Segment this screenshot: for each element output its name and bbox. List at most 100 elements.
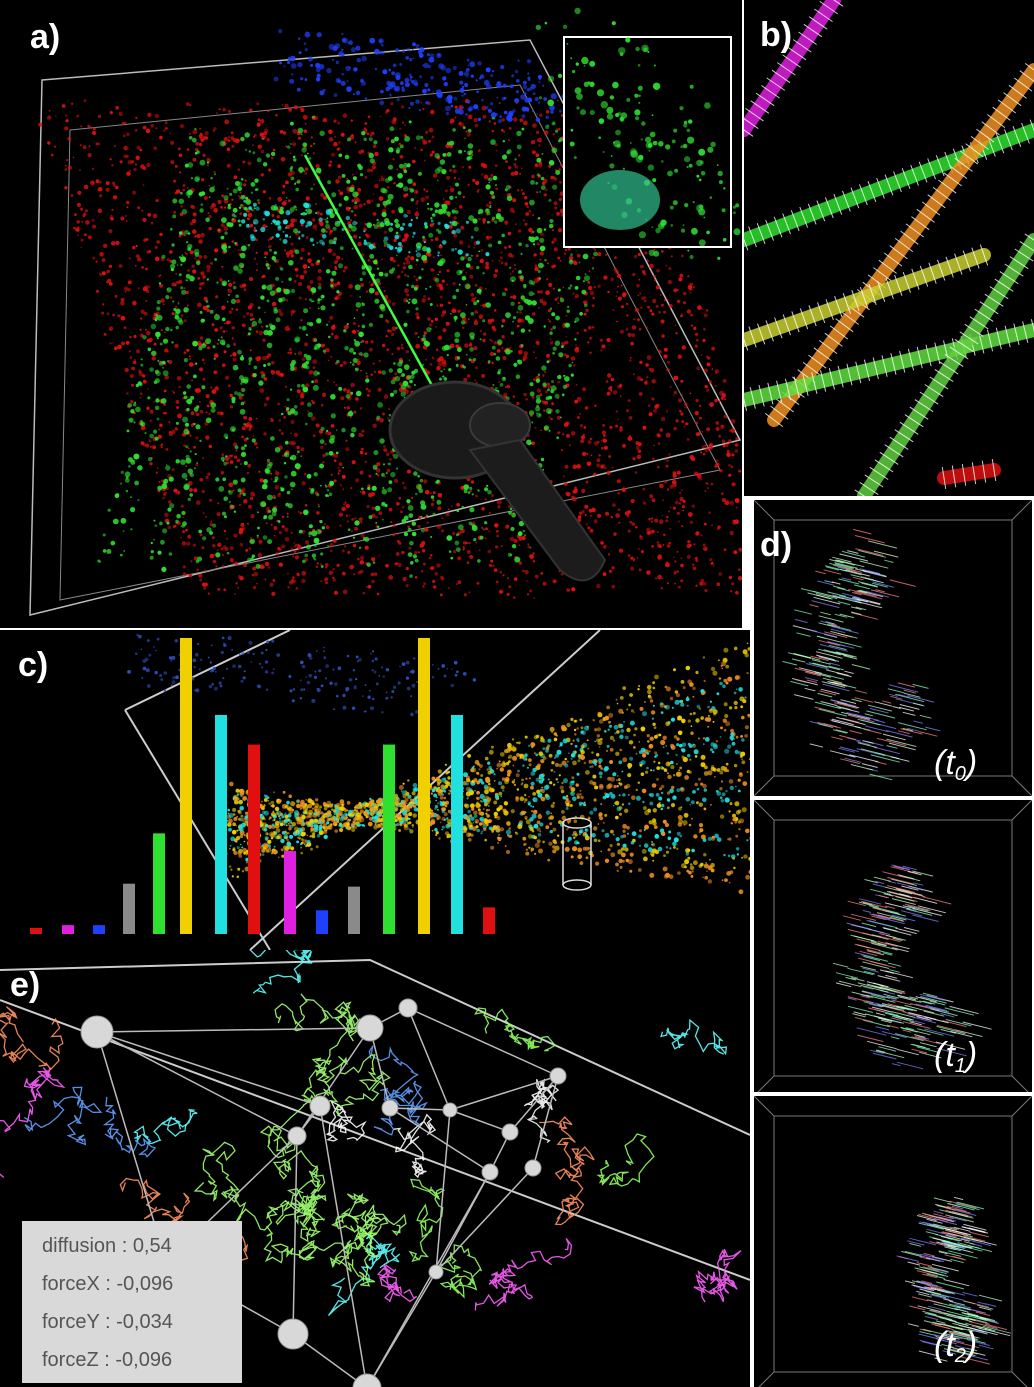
trajectory-segment: [890, 1017, 902, 1021]
trajectory-segment: [941, 1294, 965, 1301]
trajectory-segment: [847, 967, 874, 976]
trajectory-segment: [963, 1241, 975, 1245]
trajectory-segment: [851, 698, 862, 703]
trajectory-segment: [860, 984, 889, 993]
trajectory-segment: [853, 935, 877, 943]
time-symbol: t: [945, 1036, 955, 1074]
trajectory-segment: [815, 570, 827, 575]
network-edge: [366, 1171, 491, 1387]
controller-laser-pointer: [303, 154, 442, 401]
trajectory-segment: [895, 693, 925, 703]
trajectory-segment: [891, 999, 912, 1006]
trajectory-segment: [936, 1025, 966, 1035]
trajectory-segment: [924, 1213, 952, 1222]
trajectory-segment: [847, 1005, 874, 1013]
histogram-bar-11: [383, 744, 395, 934]
trajectory-segment: [827, 641, 855, 649]
panel-c: c): [0, 630, 750, 950]
particle-trajectory-dense: [329, 1204, 407, 1287]
trajectory-segment: [969, 1231, 989, 1238]
trajectory-segment: [900, 1027, 918, 1033]
trajectory-segment: [889, 916, 904, 922]
trajectory-segment: [854, 584, 871, 590]
trajectory-segment: [847, 900, 866, 907]
trajectory-segment: [877, 941, 898, 947]
trajectory-segment: [838, 747, 855, 753]
trajectory-segment: [918, 1350, 936, 1356]
trajectory-segment: [853, 713, 872, 719]
trajectory-segment: [850, 913, 877, 921]
trajectory-segment: [856, 741, 871, 746]
trajectory-segment: [857, 1034, 884, 1043]
trajectory-segment: [883, 993, 899, 999]
trajectory-segment: [855, 689, 868, 694]
network-edge: [389, 1107, 491, 1173]
trajectory-segment: [892, 937, 903, 941]
trajectory-segment: [790, 680, 809, 687]
trajectory-segment: [916, 1262, 933, 1267]
trajectory-segment: [862, 967, 879, 973]
trajectory-segment: [947, 1245, 974, 1254]
trajectory-segment: [848, 588, 877, 597]
cylinder-bottom: [562, 879, 592, 891]
trajectory-segment: [866, 950, 885, 956]
trajectory-segment: [875, 1026, 890, 1031]
trajectory-segment: [949, 1005, 979, 1015]
network-node: [309, 1095, 331, 1117]
cyan-cluster: [234, 199, 490, 258]
trajectory-segment: [823, 649, 848, 657]
blue-cluster: [273, 29, 589, 130]
trajectory-segment: [922, 1328, 948, 1336]
trajectory-segment: [952, 1347, 963, 1352]
trajectory-segment: [930, 1286, 954, 1294]
histogram-bar-0: [30, 928, 42, 934]
trajectory-segment: [973, 1329, 988, 1334]
histogram-bar-9: [316, 910, 328, 934]
trajectory-segment: [919, 1042, 937, 1048]
trajectory-segment: [828, 662, 840, 667]
particle-trajectory: [660, 1018, 728, 1056]
trajectory-segment: [860, 900, 888, 909]
trajectory-segment: [841, 711, 870, 720]
trajectory-segment: [916, 1290, 930, 1296]
trajectory-segment: [941, 1241, 967, 1249]
network-edge: [96, 1031, 321, 1107]
trajectory-segment: [868, 1007, 886, 1013]
trajectory-segment: [877, 975, 901, 982]
network-edge: [449, 1109, 511, 1133]
particle-trajectory: [0, 1006, 64, 1071]
histogram-bar-4: [153, 833, 165, 934]
vr-controller: [388, 380, 607, 582]
trajectory-segment: [947, 1237, 960, 1242]
panel-c-label: c): [18, 646, 49, 684]
trajectory-segment: [949, 1339, 980, 1349]
trajectory-segment: [851, 991, 870, 997]
trajectory-segment: [926, 1228, 956, 1238]
bounding-box-outline: [29, 39, 742, 616]
green-filament-3: [854, 233, 1034, 496]
trajectory-segment: [954, 1308, 969, 1313]
trajectory-segment: [827, 591, 847, 597]
trajectory-segment: [949, 1300, 966, 1306]
trajectory-segment: [807, 592, 833, 600]
trajectory-segment: [927, 1313, 953, 1321]
trajectory-segment: [929, 1294, 950, 1300]
panel-d-frame-2: (t2): [752, 1094, 1034, 1387]
trajectory-segment: [946, 1334, 963, 1340]
histogram-bar-3: [123, 883, 135, 934]
trajectory-segment: [820, 688, 840, 695]
trajectory-segment: [935, 1041, 966, 1050]
trajectory-segment: [897, 722, 927, 731]
trajectory-segment: [881, 1004, 905, 1011]
trajectory-segment: [907, 870, 922, 876]
trajectory-segment: [890, 1036, 900, 1040]
trajectory-segment: [862, 961, 890, 969]
trajectory-segment: [883, 927, 912, 936]
particle-trajectory: [523, 1078, 560, 1144]
trajectory-segment: [911, 1284, 935, 1291]
trajectory-segment: [857, 718, 881, 726]
red-filament: [593, 125, 742, 595]
trajectory-segment: [854, 952, 874, 958]
trajectory-segment: [887, 876, 914, 885]
time-index: 1: [954, 1055, 966, 1077]
